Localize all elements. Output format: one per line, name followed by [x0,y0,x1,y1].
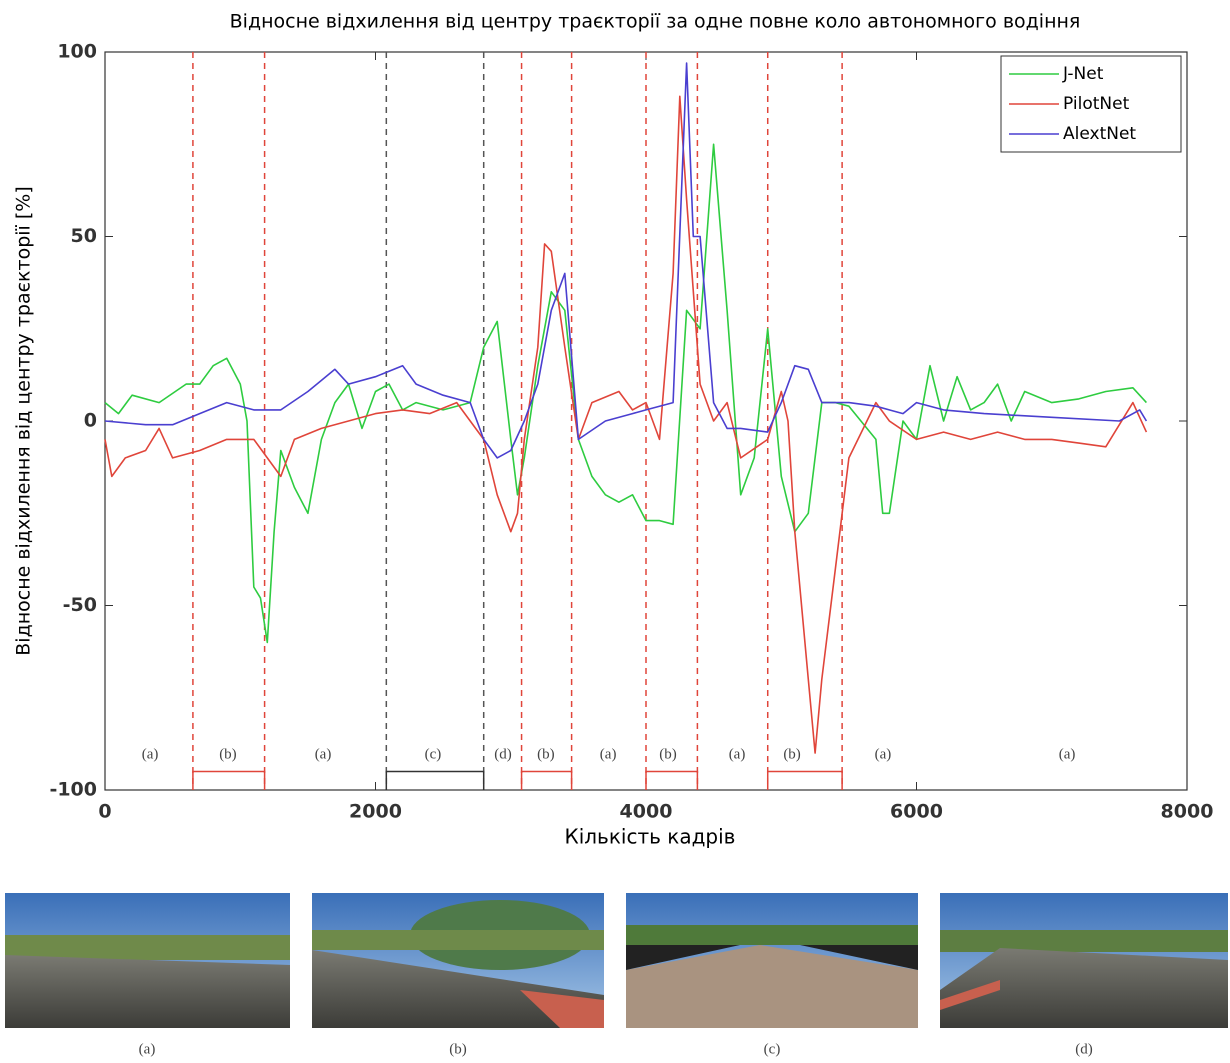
chart-title: Відносне відхилення від центру траєкторі… [230,11,1081,33]
y-axis-label: Відносне відхилення від центру траєкторі… [13,186,35,655]
region-label: (b) [659,746,677,762]
region-label: (a) [729,746,746,762]
region-label: (b) [783,746,801,762]
y-tick-label: -50 [63,594,97,616]
y-tick-label: 50 [71,225,97,247]
region-label: (b) [537,746,555,762]
image-caption: (d) [1075,1041,1093,1057]
region-label: (d) [494,746,512,762]
figure: Відносне відхилення від центру траєкторі… [0,0,1230,1063]
photo-b [312,893,604,1028]
x-tick-label: 0 [98,801,111,823]
photo-a [5,893,290,1028]
legend-label: PilotNet [1063,94,1130,114]
photo-c [626,893,918,1028]
x-tick-label: 4000 [620,801,673,823]
x-tick-label: 8000 [1161,801,1214,823]
image-caption: (c) [764,1041,781,1057]
image-caption: (b) [449,1041,467,1057]
y-tick-label: 0 [84,410,97,432]
x-tick-label: 2000 [349,801,402,823]
region-label: (a) [600,746,617,762]
region-label: (a) [1059,746,1076,762]
x-tick-label: 6000 [890,801,943,823]
y-tick-label: 100 [57,41,97,63]
region-label: (a) [142,746,159,762]
region-label: (a) [315,746,332,762]
legend-label: AlextNet [1063,124,1136,144]
x-axis-label: Кількість кадрів [565,825,736,849]
region-label: (b) [219,746,237,762]
photo-d [940,893,1228,1028]
image-caption: (a) [139,1041,156,1057]
y-tick-label: -100 [49,779,97,801]
plot-area: 0 2000 4000 6000 8000 -100 -50 0 50 100 (a) (b) (a) (… [49,41,1213,823]
region-label: (a) [875,746,892,762]
legend-label: J-Net [1062,64,1104,84]
region-label: (c) [425,746,442,762]
page: Відносне відхилення від центру траєкторі… [0,0,1230,1063]
